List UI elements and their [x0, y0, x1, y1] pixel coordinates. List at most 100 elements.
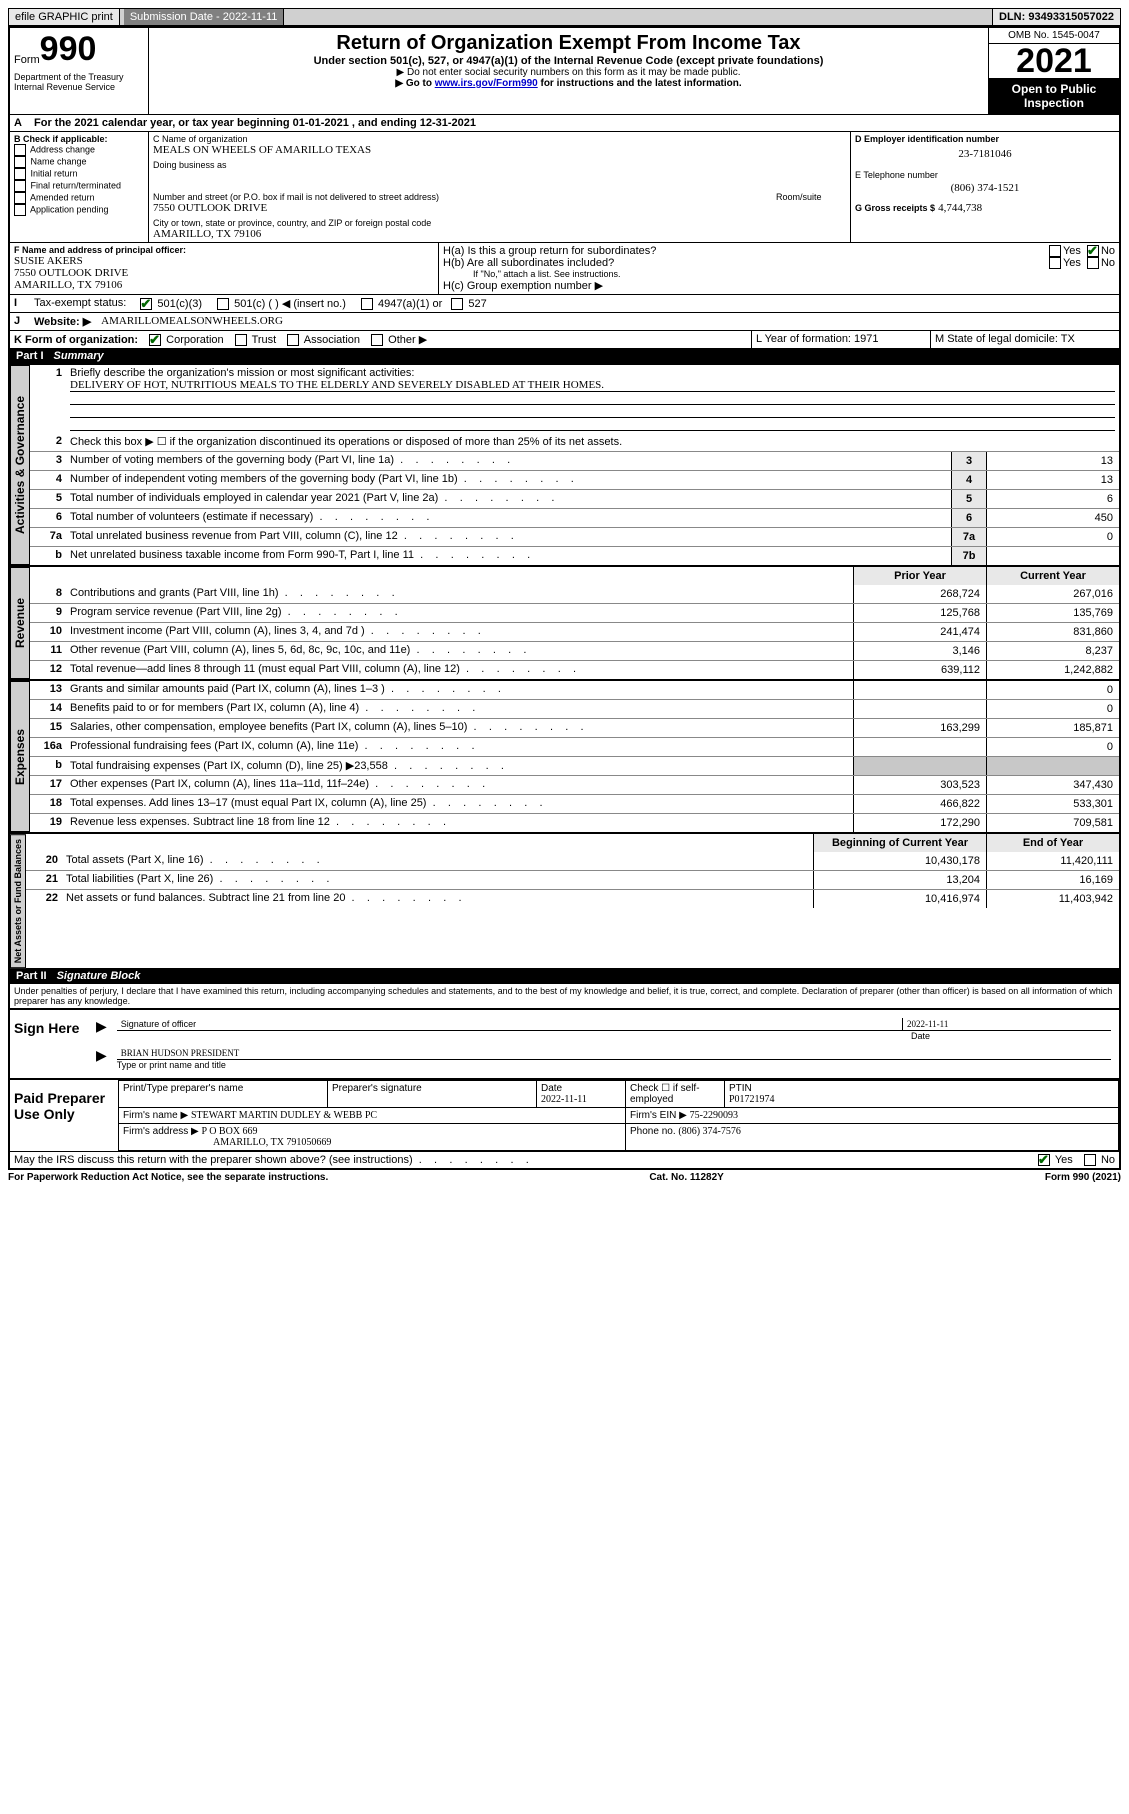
current-value: 185,871 [986, 719, 1119, 737]
section-BCDEG: B Check if applicable: Address change Na… [10, 131, 1119, 242]
current-value: 831,860 [986, 623, 1119, 641]
efile-label[interactable]: efile GRAPHIC print [9, 9, 120, 25]
other-checkbox[interactable] [371, 334, 383, 346]
prior-value: 268,724 [853, 585, 986, 603]
form-header: Form 990 Department of the Treasury Inte… [10, 28, 1119, 114]
B-checkbox[interactable] [14, 192, 26, 204]
city-state-zip: AMARILLO, TX 79106 [153, 228, 846, 240]
assoc-checkbox[interactable] [287, 334, 299, 346]
tab-revenue: Revenue [10, 567, 30, 679]
submission-date: Submission Date - 2022-11-11 [124, 9, 285, 25]
line-box: 4 [951, 471, 986, 489]
line-A: A For the 2021 calendar year, or tax yea… [10, 114, 1119, 131]
line-J: J Website: ▶ AMARILLOMEALSONWHEELS.ORG [10, 312, 1119, 330]
B-checkbox[interactable] [14, 204, 26, 216]
ein: 23-7181046 [855, 144, 1115, 170]
current-value: 8,237 [986, 642, 1119, 660]
corp-checkbox[interactable] [149, 334, 161, 346]
form-label: Form [14, 54, 40, 66]
room-label: Room/suite [776, 192, 846, 202]
B-checkbox[interactable] [14, 156, 26, 168]
prep-date: 2022-11-11 [541, 1094, 587, 1105]
prior-value [853, 681, 986, 699]
line-box: 5 [951, 490, 986, 508]
Hb-no-checkbox[interactable] [1087, 257, 1099, 269]
prior-value [853, 700, 986, 718]
prior-value: 639,112 [853, 661, 986, 679]
footer-right: Form 990 (2021) [1045, 1172, 1121, 1183]
firm-addr1: P O BOX 669 [202, 1126, 258, 1137]
current-value: 16,169 [986, 871, 1119, 889]
org-name: MEALS ON WHEELS OF AMARILLO TEXAS [153, 144, 846, 156]
sig-officer-label: Signature of officer [117, 1018, 902, 1030]
527-checkbox[interactable] [451, 298, 463, 310]
prior-value [853, 738, 986, 756]
officer-print-name: BRIAN HUDSON PRESIDENT [117, 1047, 244, 1059]
current-value: 267,016 [986, 585, 1119, 603]
line-value: 0 [986, 528, 1119, 546]
line-value: 13 [986, 471, 1119, 489]
B-checkbox[interactable] [14, 144, 26, 156]
trust-checkbox[interactable] [235, 334, 247, 346]
form-number: 990 [40, 32, 97, 66]
current-value: 135,769 [986, 604, 1119, 622]
tab-governance: Activities & Governance [10, 365, 30, 565]
line-box: 7b [951, 547, 986, 565]
B-checkbox[interactable] [14, 168, 26, 180]
Hb-label: H(b) Are all subordinates included? [443, 257, 1049, 269]
firm-addr2: AMARILLO, TX 791050669 [123, 1137, 331, 1148]
Ha-no-checkbox[interactable] [1087, 245, 1099, 257]
C-name-label: C Name of organization [153, 134, 846, 144]
prior-value: 241,474 [853, 623, 986, 641]
line-value: 13 [986, 452, 1119, 470]
prior-value: 10,416,974 [813, 890, 986, 908]
prior-value: 13,204 [813, 871, 986, 889]
sign-here-label: Sign Here [10, 1010, 88, 1078]
G-line: G Gross receipts $ 4,744,738 [855, 202, 1115, 214]
section-balances: Net Assets or Fund Balances Beginning of… [10, 832, 1119, 968]
declaration: Under penalties of perjury, I declare th… [10, 984, 1119, 1008]
Ha-yes-checkbox[interactable] [1049, 245, 1061, 257]
officer-addr2: AMARILLO, TX 79106 [14, 279, 434, 291]
dept-label: Department of the Treasury Internal Reve… [14, 72, 144, 92]
paid-prep-label: Paid Preparer Use Only [10, 1080, 118, 1151]
Hb-yes-checkbox[interactable] [1049, 257, 1061, 269]
begin-year-hdr: Beginning of Current Year [813, 834, 986, 852]
dln: DLN: 93493315057022 [992, 9, 1120, 25]
addr-label: Number and street (or P.O. box if mail i… [153, 192, 768, 202]
line-value [986, 547, 1119, 565]
note-goto: ▶ Go to www.irs.gov/Form990 for instruct… [153, 78, 984, 89]
line-value: 6 [986, 490, 1119, 508]
firm-name: STEWART MARTIN DUDLEY & WEBB PC [191, 1110, 377, 1121]
telephone: (806) 374-1521 [855, 180, 1115, 202]
line-box: 3 [951, 452, 986, 470]
date-label: Date [911, 1031, 1111, 1041]
discuss-no-checkbox[interactable] [1084, 1154, 1096, 1166]
B-checkbox[interactable] [14, 180, 26, 192]
form-subtitle: Under section 501(c), 527, or 4947(a)(1)… [153, 55, 984, 67]
form-title: Return of Organization Exempt From Incom… [153, 32, 984, 55]
501c3-checkbox[interactable] [140, 298, 152, 310]
footer-left: For Paperwork Reduction Act Notice, see … [8, 1172, 328, 1183]
4947-checkbox[interactable] [361, 298, 373, 310]
irs-link[interactable]: www.irs.gov/Form990 [435, 78, 538, 89]
501c-checkbox[interactable] [217, 298, 229, 310]
officer-addr1: 7550 OUTLOOK DRIVE [14, 267, 434, 279]
self-employed-check[interactable]: Check ☐ if self-employed [630, 1083, 700, 1105]
open-public-badge: Open to Public Inspection [989, 78, 1119, 114]
discuss-yes-checkbox[interactable] [1038, 1154, 1050, 1166]
current-value: 709,581 [986, 814, 1119, 832]
current-value: 1,242,882 [986, 661, 1119, 679]
part2-header: Part II Signature Block [10, 968, 1119, 984]
tax-year: 2021 [989, 44, 1119, 78]
section-governance: Activities & Governance 1 Briefly descri… [10, 364, 1119, 565]
current-value: 11,403,942 [986, 890, 1119, 908]
ptin: P01721974 [729, 1094, 775, 1105]
Ha-label: H(a) Is this a group return for subordin… [443, 245, 1049, 257]
line-box: 7a [951, 528, 986, 546]
prep-name-label: Print/Type preparer's name [123, 1083, 243, 1094]
street-address: 7550 OUTLOOK DRIVE [153, 202, 768, 214]
current-year-hdr: Current Year [986, 567, 1119, 585]
form-container: Form 990 Department of the Treasury Inte… [8, 26, 1121, 1170]
tab-balances: Net Assets or Fund Balances [10, 834, 26, 968]
